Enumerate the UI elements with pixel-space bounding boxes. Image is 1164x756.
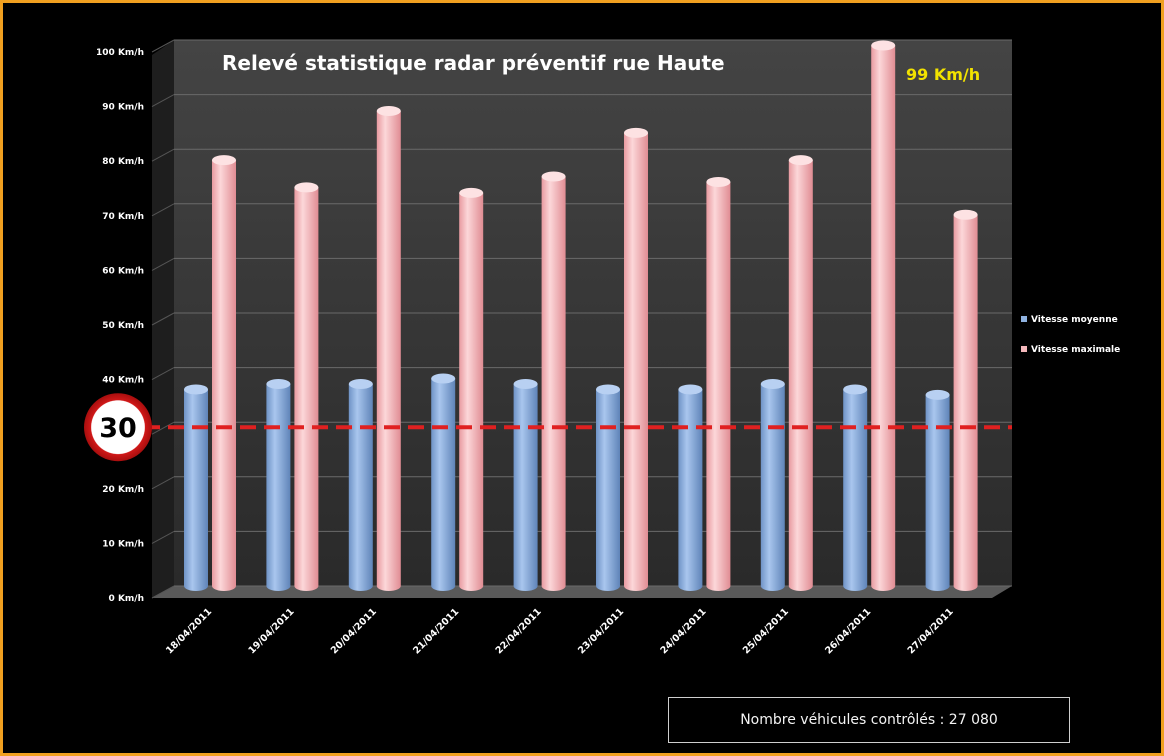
- gridline-side: [151, 203, 175, 217]
- bar-top-maximale: [706, 176, 731, 187]
- bar-top-moyenne: [184, 384, 208, 395]
- max-speed-annotation: 99 Km/h: [906, 65, 980, 84]
- gridline-side: [151, 94, 175, 108]
- bar-top-maximale: [541, 171, 566, 182]
- bar-top-moyenne: [513, 378, 538, 389]
- y-axis-ticks: 0 Km/h 10 Km/h 20 Km/h 40 Km/h 50 Km/h 60 Km/…: [96, 48, 144, 604]
- x-tick-label: 20/04/2011: [329, 606, 379, 656]
- bar-moyenne: [266, 383, 291, 591]
- bar-top-maximale: [788, 155, 813, 166]
- bar-moyenne: [760, 383, 785, 591]
- gridline-side: [151, 585, 175, 599]
- bar-maximale: [788, 160, 813, 591]
- bar-maximale: [376, 110, 401, 591]
- y-tick-label: 10 Km/h: [102, 539, 144, 549]
- y-tick-label: 100 Km/h: [96, 48, 144, 58]
- bar-maximale: [871, 45, 896, 591]
- bar-maximale: [212, 160, 236, 591]
- bar-moyenne: [431, 378, 456, 591]
- bar-top-moyenne: [843, 384, 868, 395]
- legend-label-moyenne: Vitesse moyenne: [1031, 315, 1118, 325]
- bar-top-maximale: [953, 209, 978, 220]
- chart-title: Relevé statistique radar préventif rue H…: [222, 51, 725, 75]
- bar-top-moyenne: [266, 378, 291, 389]
- bar-moyenne: [678, 389, 703, 591]
- speed-limit-sign: 30: [84, 393, 152, 462]
- bar-moyenne: [925, 394, 950, 591]
- bar-moyenne: [843, 389, 868, 591]
- bar-moyenne: [513, 383, 538, 591]
- gridline-side: [151, 312, 175, 326]
- bar-maximale: [294, 187, 319, 592]
- x-tick-label: 26/04/2011: [823, 606, 873, 656]
- y-tick-label: 0 Km/h: [109, 594, 144, 604]
- bar-top-maximale: [624, 127, 648, 138]
- x-tick-label: 24/04/2011: [658, 606, 708, 656]
- legend-swatch-maximale: [1021, 346, 1027, 352]
- bar-moyenne: [596, 389, 620, 591]
- bars: [184, 40, 978, 592]
- y-tick-label: 80 Km/h: [102, 157, 144, 167]
- gridline-side: [151, 421, 175, 435]
- bar-top-moyenne: [678, 384, 703, 395]
- bar-top-maximale: [459, 187, 484, 198]
- x-tick-label: 22/04/2011: [494, 606, 544, 656]
- bar-top-maximale: [294, 182, 319, 193]
- bar-top-maximale: [871, 40, 896, 51]
- x-tick-label: 21/04/2011: [411, 606, 461, 656]
- legend-swatch-moyenne: [1021, 316, 1027, 322]
- x-tick-label: 23/04/2011: [576, 606, 626, 656]
- x-tick-label: 18/04/2011: [164, 606, 214, 656]
- bar-moyenne: [184, 389, 208, 591]
- vehicle-count-box: Nombre véhicules contrôlés : 27 080: [668, 697, 1070, 743]
- speed-limit-sign-value: 30: [99, 413, 137, 444]
- legend: Vitesse moyenne Vitesse maximale: [1021, 315, 1120, 355]
- gridline-side: [151, 530, 175, 544]
- gridline-side: [151, 367, 175, 381]
- bar-top-maximale: [212, 155, 236, 166]
- x-tick-label: 19/04/2011: [246, 606, 296, 656]
- y-tick-label: 70 Km/h: [102, 212, 144, 222]
- bar-top-moyenne: [596, 384, 620, 395]
- bar-maximale: [541, 176, 566, 591]
- y-tick-label: 20 Km/h: [102, 485, 144, 495]
- y-tick-label: 50 Km/h: [102, 321, 144, 331]
- bar-top-moyenne: [925, 389, 950, 400]
- speed-limit-sign-ring: [84, 393, 152, 462]
- x-tick-label: 27/04/2011: [906, 606, 956, 656]
- y-tick-label: 40 Km/h: [102, 376, 144, 386]
- x-tick-label: 25/04/2011: [741, 606, 791, 656]
- gridline-side: [151, 148, 175, 162]
- gridline-side: [151, 257, 175, 271]
- bar-top-moyenne: [431, 373, 456, 384]
- gridline-side: [151, 39, 175, 53]
- bar-moyenne: [348, 383, 373, 591]
- bar-maximale: [953, 214, 978, 591]
- bar-top-moyenne: [348, 378, 373, 389]
- gridline-side: [151, 476, 175, 490]
- bar-maximale: [459, 192, 484, 591]
- legend-label-maximale: Vitesse maximale: [1031, 345, 1120, 355]
- bar-top-maximale: [376, 105, 401, 116]
- bar-maximale: [706, 181, 731, 591]
- x-axis-ticks: 18/04/2011 19/04/2011 20/04/2011 21/04/2011…: [164, 606, 956, 656]
- bar-maximale: [624, 132, 648, 591]
- y-tick-label: 60 Km/h: [102, 266, 144, 276]
- y-tick-label: 90 Km/h: [102, 103, 144, 113]
- bar-top-moyenne: [760, 378, 785, 389]
